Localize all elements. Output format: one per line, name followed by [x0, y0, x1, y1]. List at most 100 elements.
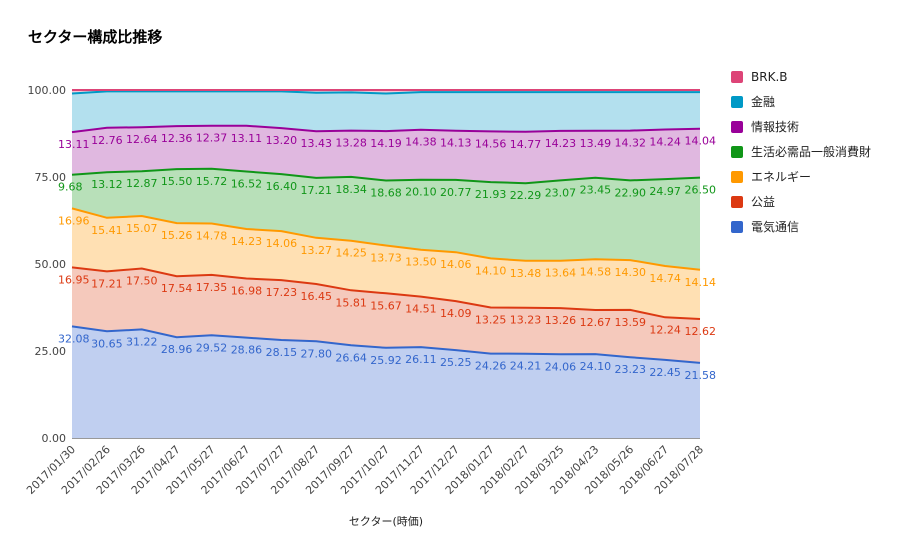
data-label-生活必需品一般消費財: 16.52 [231, 177, 263, 190]
data-label-公益: 16.95 [58, 273, 90, 286]
data-label-公益: 13.59 [614, 316, 646, 329]
data-label-電気通信: 22.45 [649, 366, 681, 379]
data-label-生活必需品一般消費財: 24.97 [649, 185, 681, 198]
data-label-生活必需品一般消費財: 13.12 [91, 178, 123, 191]
data-label-エネルギー: 16.96 [58, 214, 90, 227]
data-label-生活必需品一般消費財: 18.34 [335, 183, 367, 196]
data-label-エネルギー: 14.78 [196, 229, 228, 242]
data-label-生活必需品一般消費財: 16.40 [266, 180, 298, 193]
data-label-電気通信: 32.08 [58, 332, 90, 345]
data-label-生活必需品一般消費財: 17.21 [300, 184, 332, 197]
data-label-エネルギー: 14.58 [580, 265, 612, 278]
data-label-情報技術: 14.77 [510, 138, 542, 151]
data-label-生活必需品一般消費財: 9.68 [58, 181, 83, 194]
legend-item-brk-b[interactable]: BRK.B [731, 64, 871, 89]
legend-swatch [731, 220, 743, 233]
data-label-エネルギー: 13.64 [545, 267, 577, 280]
data-label-情報技術: 13.20 [266, 134, 298, 147]
data-label-生活必需品一般消費財: 21.93 [475, 188, 507, 201]
data-label-公益: 12.24 [649, 323, 681, 336]
y-tick-label: 0.00 [42, 432, 67, 445]
line-電気通信 [71, 325, 701, 364]
data-label-情報技術: 14.19 [370, 137, 402, 150]
data-label-公益: 13.23 [510, 314, 542, 327]
data-label-公益: 17.23 [266, 286, 298, 299]
data-label-エネルギー: 15.26 [161, 229, 193, 242]
legend-label: 電気通信 [751, 220, 800, 234]
legend-swatch [731, 120, 743, 133]
area-layer [72, 90, 700, 438]
y-tick-label: 25.00 [35, 345, 67, 358]
data-label-電気通信: 27.80 [300, 347, 332, 360]
data-label-情報技術: 13.11 [58, 138, 90, 151]
data-label-生活必需品一般消費財: 12.87 [126, 177, 158, 190]
data-label-エネルギー: 15.07 [126, 222, 158, 235]
data-label-情報技術: 12.37 [196, 132, 228, 145]
data-label-公益: 17.54 [161, 282, 193, 295]
legend-item-電気通信[interactable]: 電気通信 [731, 214, 871, 239]
legend-item-生活必需品一般消費財[interactable]: 生活必需品一般消費財 [731, 139, 871, 164]
data-label-生活必需品一般消費財: 22.90 [614, 186, 646, 199]
line-公益 [71, 266, 701, 320]
legend-label: 生活必需品一般消費財 [751, 145, 872, 159]
legend-item-金融[interactable]: 金融 [731, 89, 871, 114]
data-label-生活必需品一般消費財: 20.10 [405, 186, 437, 199]
area-生活必需品一般消費財 [72, 168, 700, 270]
data-label-電気通信: 28.86 [231, 344, 263, 357]
line-エネルギー [71, 207, 701, 271]
data-label-電気通信: 23.23 [614, 363, 646, 376]
data-label-情報技術: 14.38 [405, 136, 437, 149]
data-label-エネルギー: 14.74 [649, 272, 681, 285]
data-label-情報技術: 14.24 [649, 136, 681, 149]
data-label-電気通信: 26.11 [405, 353, 437, 366]
y-axis-ticks: 0.00 25.00 50.00 75.00 100.00 [28, 84, 67, 445]
line-layer [71, 89, 701, 364]
legend-label: 公益 [751, 195, 776, 209]
data-label-電気通信: 25.92 [370, 354, 402, 367]
data-label-エネルギー: 13.48 [510, 267, 542, 280]
area-公益 [72, 267, 700, 363]
data-label-エネルギー: 14.10 [475, 264, 507, 277]
legend-item-公益[interactable]: 公益 [731, 189, 871, 214]
data-label-電気通信: 25.25 [440, 356, 472, 369]
data-label-情報技術: 13.43 [300, 137, 332, 150]
data-label-公益: 16.45 [300, 290, 332, 303]
data-label-生活必需品一般消費財: 15.50 [161, 175, 193, 188]
data-label-電気通信: 28.96 [161, 343, 193, 356]
area-金融 [72, 91, 700, 133]
data-label-情報技術: 12.36 [161, 132, 193, 145]
data-label-生活必需品一般消費財: 20.77 [440, 186, 472, 199]
data-label-エネルギー: 15.41 [91, 224, 123, 237]
legend-swatch [731, 95, 743, 108]
y-tick-label: 100.00 [28, 84, 67, 97]
line-生活必需品一般消費財 [71, 167, 701, 185]
legend-label: BRK.B [751, 69, 788, 84]
chart-title: セクター構成比推移 [28, 28, 163, 46]
legend-swatch [731, 170, 743, 183]
data-label-公益: 14.09 [440, 307, 472, 320]
data-label-公益: 15.81 [335, 296, 367, 309]
data-label-電気通信: 24.10 [580, 360, 612, 373]
data-label-エネルギー: 14.25 [335, 247, 367, 260]
data-label-情報技術: 12.76 [91, 134, 123, 147]
data-label-エネルギー: 14.23 [231, 235, 263, 248]
legend-label: エネルギー [751, 170, 812, 184]
data-label-生活必需品一般消費財: 23.45 [580, 184, 612, 197]
x-axis-ticks: 2017/01/302017/02/262017/03/262017/04/27… [24, 443, 706, 497]
data-label-生活必需品一般消費財: 15.72 [196, 175, 228, 188]
legend: BRK.B 金融 情報技術生活必需品一般消費財 エネルギー公益電気通信 [731, 64, 871, 239]
data-label-公益: 17.35 [196, 281, 228, 294]
legend-item-情報技術[interactable]: 情報技術 [731, 114, 871, 139]
data-label-電気通信: 29.52 [196, 341, 228, 354]
data-label-公益: 15.67 [370, 299, 402, 312]
data-label-情報技術: 14.56 [475, 137, 507, 150]
data-label-公益: 16.98 [231, 284, 263, 297]
data-label-電気通信: 28.15 [266, 346, 298, 359]
data-label-電気通信: 30.65 [91, 337, 123, 350]
legend-item-エネルギー[interactable]: エネルギー [731, 164, 871, 189]
data-label-エネルギー: 14.06 [266, 237, 298, 250]
data-label-公益: 17.21 [91, 277, 123, 290]
data-label-電気通信: 21.58 [685, 369, 717, 382]
